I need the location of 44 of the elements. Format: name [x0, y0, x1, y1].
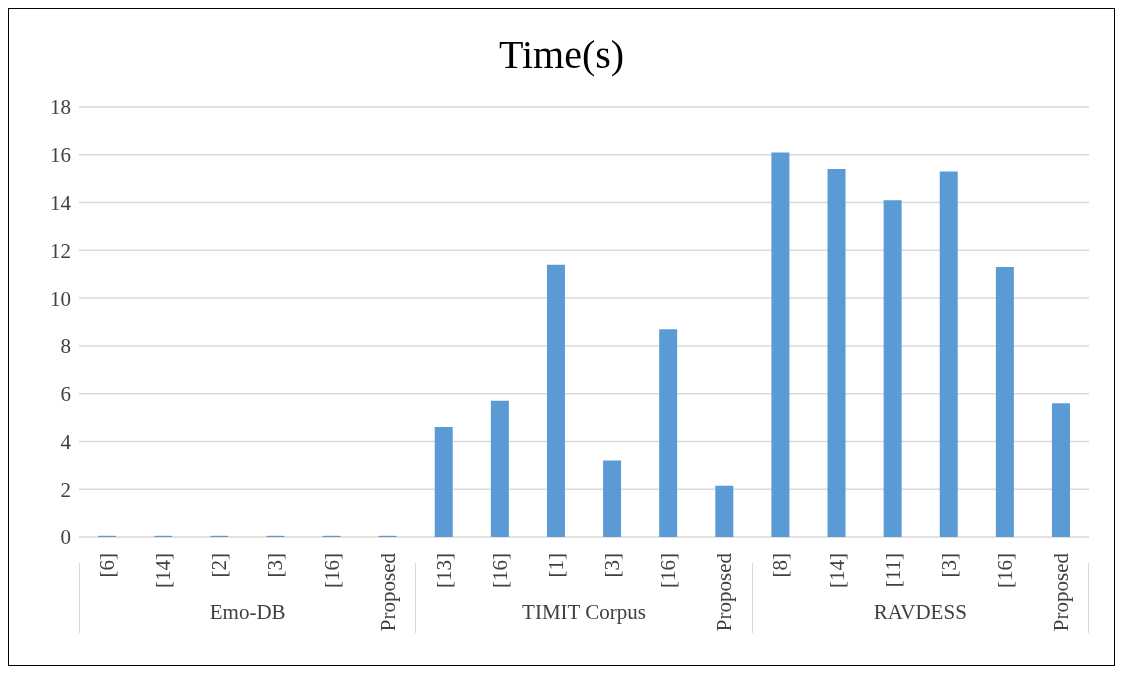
text: RAVDESS [873, 600, 967, 625]
bar [883, 200, 902, 537]
bar [659, 329, 678, 537]
y-tick-label: 12 [50, 238, 71, 263]
y-tick-label: 14 [50, 191, 72, 216]
y-tick-label: 4 [60, 429, 72, 454]
x-tick-label: [2] [207, 553, 232, 578]
y-tick-label: 10 [50, 286, 71, 311]
y-tick-label: 16 [50, 143, 71, 168]
bar [995, 267, 1014, 537]
chart-title: Time(s) [497, 31, 626, 79]
x-tick-label: [14] [151, 553, 176, 588]
x-tick-label: [13] [431, 553, 456, 588]
x-tick-label: [3] [600, 553, 625, 578]
x-tick-label: Proposed [375, 552, 400, 632]
bar [603, 460, 622, 537]
x-tick-label: [14] [824, 553, 849, 588]
bar [490, 400, 509, 537]
x-tick-label: [3] [936, 553, 961, 578]
x-tick-label: [1] [543, 553, 568, 578]
bar [827, 169, 846, 537]
bar [1051, 403, 1070, 537]
bar [771, 152, 790, 537]
bar [434, 427, 453, 537]
x-tick-label: [16] [319, 553, 344, 588]
x-tick-label: [3] [263, 553, 288, 578]
y-tick-label: 8 [60, 334, 71, 359]
text: TIMIT Corpus [522, 600, 646, 625]
text: Emo-DB [209, 600, 286, 625]
bar [546, 264, 565, 537]
x-tick-label: [8] [768, 553, 793, 578]
y-tick-label: 6 [60, 382, 71, 407]
x-tick-label: Proposed [712, 552, 737, 632]
x-tick-label: Proposed [1048, 552, 1073, 632]
y-tick-label: 18 [50, 95, 71, 120]
x-tick-label: [16] [992, 553, 1017, 588]
y-tick-label: 0 [60, 525, 71, 550]
bar [715, 485, 734, 537]
y-tick-label: 2 [60, 477, 71, 502]
x-tick-label: [6] [95, 553, 120, 578]
bar [939, 171, 958, 537]
x-tick-label: [16] [656, 553, 681, 588]
x-tick-label: [16] [487, 553, 512, 588]
x-tick-label: [11] [880, 553, 905, 588]
